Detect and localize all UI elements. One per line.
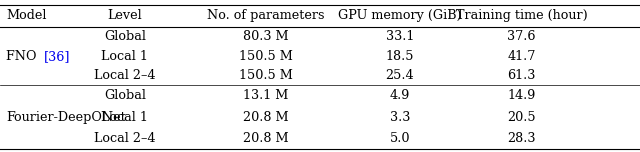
Text: 28.3: 28.3 [508, 132, 536, 145]
Text: Local 2–4: Local 2–4 [94, 69, 156, 82]
Text: Local 1: Local 1 [101, 111, 148, 124]
Text: 25.4: 25.4 [386, 69, 414, 82]
Text: 80.3 M: 80.3 M [243, 31, 289, 43]
Text: 37.6: 37.6 [508, 31, 536, 43]
Text: GPU memory (GiB): GPU memory (GiB) [338, 9, 462, 22]
Text: Level: Level [108, 9, 142, 22]
Text: Global: Global [104, 89, 146, 102]
Text: 20.8 M: 20.8 M [243, 111, 289, 124]
Text: 14.9: 14.9 [508, 89, 536, 102]
Text: 18.5: 18.5 [386, 50, 414, 63]
Text: FNO: FNO [6, 50, 40, 63]
Text: 150.5 M: 150.5 M [239, 50, 292, 63]
Text: 5.0: 5.0 [390, 132, 410, 145]
Text: No. of parameters: No. of parameters [207, 9, 324, 22]
Text: 41.7: 41.7 [508, 50, 536, 63]
Text: Model: Model [6, 9, 47, 22]
Text: Training time (hour): Training time (hour) [456, 9, 588, 22]
Text: 33.1: 33.1 [386, 31, 414, 43]
Text: Global: Global [104, 31, 146, 43]
Text: 20.5: 20.5 [508, 111, 536, 124]
Text: 4.9: 4.9 [390, 89, 410, 102]
Text: 13.1 M: 13.1 M [243, 89, 288, 102]
Text: Fourier-DeepONet: Fourier-DeepONet [6, 111, 126, 124]
Text: 61.3: 61.3 [508, 69, 536, 82]
Text: 20.8 M: 20.8 M [243, 132, 289, 145]
Text: 150.5 M: 150.5 M [239, 69, 292, 82]
Text: Local 2–4: Local 2–4 [94, 132, 156, 145]
Text: Local 1: Local 1 [101, 50, 148, 63]
Text: 3.3: 3.3 [390, 111, 410, 124]
Text: [36]: [36] [44, 50, 70, 63]
